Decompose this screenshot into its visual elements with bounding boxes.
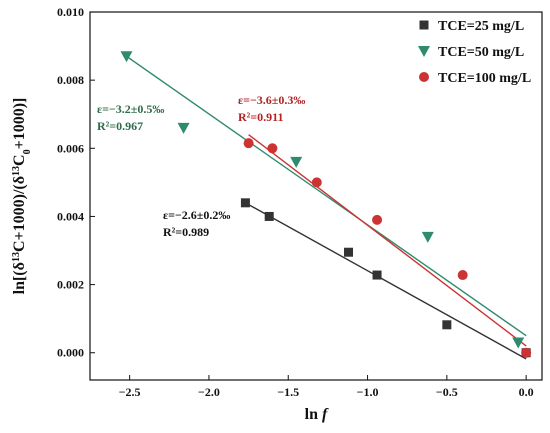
y-tick-label: 0.006 [57, 141, 84, 155]
x-tick-label: −2.5 [119, 385, 141, 399]
y-tick-label: 0.010 [57, 5, 84, 19]
x-tick-label: −1.0 [357, 385, 379, 399]
y-tick-label: 0.008 [57, 73, 84, 87]
legend-marker [419, 20, 429, 30]
y-axis-title: ln[(δ13C+1000)/(δ13C0+1000)] [11, 98, 33, 295]
fit-annotation-epsilon: ε=−3.6±0.3‰ [238, 93, 305, 107]
legend-label: TCE=25 mg/L [438, 19, 524, 34]
legend-marker [418, 46, 430, 57]
data-point [421, 231, 434, 243]
x-tick-label: −0.5 [436, 385, 458, 399]
data-point [267, 143, 278, 154]
data-point [372, 214, 383, 225]
data-point [344, 247, 354, 257]
axis-ticks: −2.5 −2.0 −1.5 −1.0 −0.5 0.0 0.000 0.002 0.004 0.… [57, 5, 534, 399]
fit-line [248, 134, 527, 347]
legend: TCE=25 mg/L TCE=50 mg/L TCE=100 mg/L [418, 19, 531, 86]
legend-label: TCE=100 mg/L [438, 71, 531, 86]
data-point [177, 122, 190, 134]
annotations: ε=−2.6±0.2‰ R²=0.989 ε=−3.2±0.5‰ R²=0.967 ε=… [97, 93, 305, 239]
fit-annotation-r2: R²=0.911 [238, 110, 283, 124]
fit-annotation-epsilon: ε=−3.2±0.5‰ [97, 102, 164, 116]
x-tick-label: −2.0 [198, 385, 220, 399]
data-point [372, 270, 382, 280]
y-tick-label: 0.004 [57, 209, 84, 223]
fit-lines [126, 55, 527, 360]
fit-line [126, 55, 527, 337]
fit-line [245, 202, 527, 360]
fit-annotation-epsilon: ε=−2.6±0.2‰ [163, 208, 230, 222]
data-point [120, 51, 133, 63]
data-point [442, 320, 452, 330]
data-point [243, 138, 254, 149]
plot-frame [89, 11, 543, 381]
data-point [290, 156, 303, 168]
data-point [264, 211, 274, 221]
data-point [512, 337, 525, 349]
data-point [240, 198, 250, 208]
axis-titles: ln f ln[(δ13C+1000)/(δ13C0+1000)] [11, 98, 330, 423]
x-axis-title: ln f [305, 406, 329, 423]
legend-marker [419, 72, 429, 82]
data-point [311, 177, 322, 188]
y-tick-label: 0.002 [57, 278, 84, 292]
x-tick-label: −1.5 [277, 385, 299, 399]
fit-annotation-r2: R²=0.967 [97, 119, 143, 133]
data-point [457, 270, 468, 281]
fit-annotation-r2: R²=0.989 [163, 225, 209, 239]
data-point [521, 347, 532, 358]
y-tick-label: 0.000 [57, 346, 84, 360]
x-tick-label: 0.0 [519, 385, 534, 399]
legend-label: TCE=50 mg/L [438, 45, 524, 60]
data-points [120, 51, 532, 358]
